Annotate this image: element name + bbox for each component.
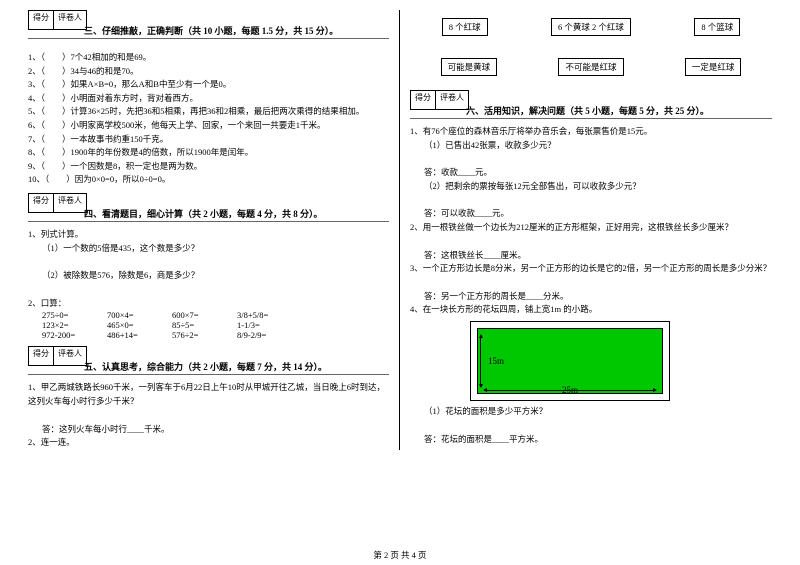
match-box: 8 个红球: [442, 18, 488, 36]
section-5-header: 五、认真思考，综合能力（共 2 小题，每题 7 分，共 14 分）。: [28, 360, 389, 375]
green-rect: 15m 25m: [477, 328, 663, 394]
match-box: 不可能是红球: [558, 58, 623, 76]
match-row-2: 可能是黄球 不可能是红球 一定是红球: [410, 56, 772, 78]
calc-row-1: 275÷0=700×4=600×7=3/8+5/8=: [28, 310, 389, 320]
match-box: 8 个篮球: [694, 18, 740, 36]
q6-4: 4、在一块长方形的花坛四周，铺上宽1m 的小路。: [410, 303, 772, 317]
q3-9: 9、（ ）一个因数是8，积一定也是两为数。: [28, 160, 389, 174]
q3-5: 5、（ ）计算36×25时，先把36和5相乘，再把36和2相乘，最后把两次乘得的…: [28, 105, 389, 119]
right-column: 8 个红球 6 个黄球 2 个红球 8 个篮球 可能是黄球 不可能是红球 一定是…: [400, 10, 772, 450]
left-column: 得分 评卷人 三、仔细推敲，正确判断（共 10 小题，每题 1.5 分，共 15…: [28, 10, 400, 450]
q6-3: 3、一个正方形边长是8分米，另一个正方形的边长是它的2倍，另一个正方形的周长是多…: [410, 262, 772, 276]
a6-4a: 答：花坛的面积是____平方米。: [410, 433, 772, 447]
score-label: 得分: [29, 11, 54, 29]
page-container: 得分 评卷人 三、仔细推敲，正确判断（共 10 小题，每题 1.5 分，共 15…: [0, 0, 800, 450]
q3-1: 1、（ ）7个42相加的和是69。: [28, 51, 389, 65]
flowerbed-diagram: 15m 25m: [470, 321, 670, 401]
q6-4a: （1）花坛的面积是多少平方米？: [410, 405, 772, 419]
q6-1: 1、有76个座位的森林音乐厅将举办音乐会，每张票售价是15元。: [410, 125, 772, 139]
q6-1b: （2）把剩余的票按每张12元全部售出，可以收款多少元？: [410, 180, 772, 194]
q6-2: 2、用一根铁丝做一个边长为212厘米的正方形框架，正好用完，这根铁丝长多少厘米？: [410, 221, 772, 235]
q5-1: 1、甲乙两城铁路长960千米，一列客车于6月22日上午10时从甲城开往乙城，当日…: [28, 381, 389, 408]
section-6-title: 六、活用知识，解决问题（共 5 小题，每题 5 分，共 25 分）。: [466, 106, 709, 116]
q3-10: 10、（ ）因为0×0=0，所以0÷0=0。: [28, 173, 389, 187]
score-label: 得分: [411, 91, 436, 109]
section-3-title: 三、仔细推敲，正确判断（共 10 小题，每题 1.5 分，共 15 分）。: [84, 26, 338, 36]
q6-1a: （1）已售出42张票，收款多少元？: [410, 139, 772, 153]
arrow-vertical: [480, 335, 481, 387]
a6-2: 答：这根铁丝长____厘米。: [410, 249, 772, 263]
calc-row-2: 123×2=465×0=85÷5=1-1/3=: [28, 320, 389, 330]
q4-2: 2、口算：: [28, 297, 389, 311]
score-label: 得分: [29, 194, 54, 212]
q3-2: 2、（ ）34与46的和是70。: [28, 65, 389, 79]
q4-1a: （1）一个数的5倍是435，这个数是多少？: [28, 242, 389, 256]
match-row-1: 8 个红球 6 个黄球 2 个红球 8 个篮球: [410, 16, 772, 38]
q3-8: 8、（ ）1900年的年份数是4的倍数，所以1900年是闰年。: [28, 146, 389, 160]
match-box: 6 个黄球 2 个红球: [551, 18, 631, 36]
q3-7: 7、（ ）一本故事书约重150千克。: [28, 133, 389, 147]
section-4-title: 四、看清题目，细心计算（共 2 小题，每题 4 分，共 8 分）。: [84, 209, 323, 219]
q4-1b: （2）被除数是576，除数是6，商是多少？: [28, 269, 389, 283]
q3-4: 4、（ ）小明面对着东方时，背对着西方。: [28, 92, 389, 106]
calc-row-3: 972-200=486+14=576÷2=8/9-2/9=: [28, 330, 389, 340]
a6-3: 答：另一个正方形的周长是____分米。: [410, 290, 772, 304]
a6-1a: 答：收款____元。: [410, 166, 772, 180]
score-label: 得分: [29, 347, 54, 365]
dim-horizontal: 25m: [562, 385, 578, 395]
a5-1: 答：这列火车每小时行____千米。: [28, 423, 389, 437]
section-5-title: 五、认真思考，综合能力（共 2 小题，每题 7 分，共 14 分）。: [84, 362, 327, 372]
q3-3: 3、（ ）如果A×B=0，那么A和B中至少有一个是0。: [28, 78, 389, 92]
section-3-header: 三、仔细推敲，正确判断（共 10 小题，每题 1.5 分，共 15 分）。: [28, 24, 389, 39]
a6-1b: 答：可以收款____元。: [410, 207, 772, 221]
match-box: 一定是红球: [685, 58, 742, 76]
match-box: 可能是黄球: [441, 58, 498, 76]
q3-6: 6、（ ）小明家离学校500米，他每天上学、回家，一个来回一共要走1千米。: [28, 119, 389, 133]
page-footer: 第 2 页 共 4 页: [0, 549, 800, 561]
dim-vertical: 15m: [488, 356, 504, 366]
section-6-header: 六、活用知识，解决问题（共 5 小题，每题 5 分，共 25 分）。: [410, 104, 772, 119]
section-4-header: 四、看清题目，细心计算（共 2 小题，每题 4 分，共 8 分）。: [28, 207, 389, 222]
q5-2: 2、连一连。: [28, 436, 389, 450]
q4-1: 1、列式计算。: [28, 228, 389, 242]
